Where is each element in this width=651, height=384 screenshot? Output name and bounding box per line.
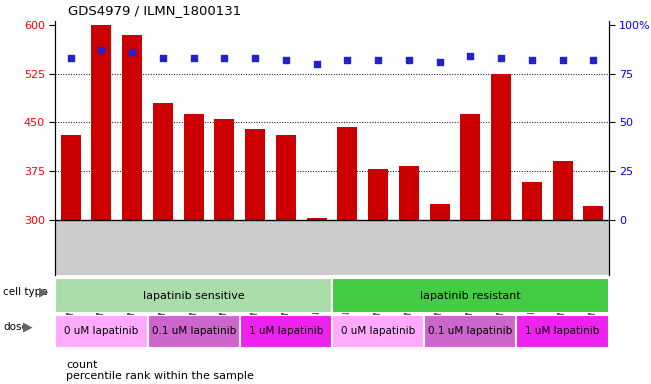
Point [557,57,568,63]
Point [281,57,291,63]
Bar [214,119,234,220]
Point [496,55,506,61]
Bar [55,315,148,348]
Bar [399,166,419,220]
Bar [148,315,240,348]
Bar [583,206,603,220]
Bar [332,315,424,348]
Bar [460,114,480,220]
Text: count: count [66,360,98,370]
Bar [424,315,516,348]
Point [527,57,537,63]
Point [250,55,260,61]
Point [127,49,137,55]
Text: 0.1 uM lapatinib: 0.1 uM lapatinib [428,326,512,336]
Text: ▶: ▶ [39,285,49,298]
Bar [122,35,142,220]
Bar [307,218,327,220]
Text: cell type: cell type [3,287,48,297]
Text: lapatinib sensitive: lapatinib sensitive [143,291,245,301]
Text: 1 uM lapatinib: 1 uM lapatinib [249,326,323,336]
Text: GDS4979 / ILMN_1800131: GDS4979 / ILMN_1800131 [68,4,242,17]
Bar [332,278,609,313]
Bar [337,127,357,220]
Text: dose: dose [3,322,28,333]
Bar [55,278,332,313]
Point [465,53,475,59]
Bar [184,114,204,220]
Point [404,57,414,63]
Point [158,55,168,61]
Text: 0 uM lapatinib: 0 uM lapatinib [341,326,415,336]
Bar [516,315,609,348]
Bar [91,25,111,220]
Bar [491,74,511,220]
Text: percentile rank within the sample: percentile rank within the sample [66,371,255,381]
Bar [61,136,81,220]
Bar [240,315,332,348]
Bar [55,220,609,275]
Bar [245,129,265,220]
Point [373,57,383,63]
Text: 0.1 uM lapatinib: 0.1 uM lapatinib [152,326,236,336]
Point [189,55,199,61]
Bar [430,204,450,220]
Text: 1 uM lapatinib: 1 uM lapatinib [525,326,600,336]
Bar [368,169,388,220]
Text: lapatinib resistant: lapatinib resistant [420,291,521,301]
Point [66,55,76,61]
Bar [522,182,542,220]
Point [434,59,445,65]
Point [96,47,107,53]
Bar [276,136,296,220]
Point [342,57,353,63]
Text: ▶: ▶ [23,321,33,334]
Bar [553,162,573,220]
Point [219,55,230,61]
Bar [153,103,173,220]
Point [588,57,598,63]
Text: 0 uM lapatinib: 0 uM lapatinib [64,326,139,336]
Point [311,61,322,67]
